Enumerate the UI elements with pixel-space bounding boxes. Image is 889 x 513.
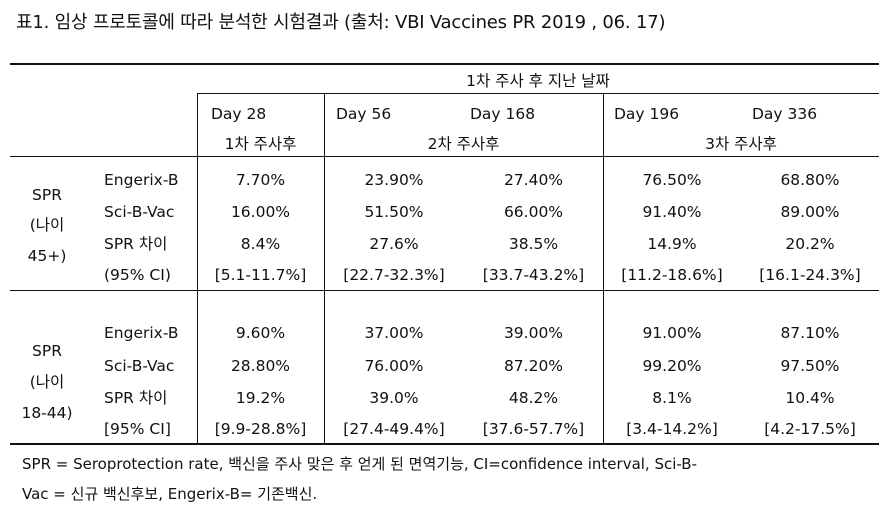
table-bottom-rule — [10, 443, 879, 445]
table-cell: 89.00% — [780, 203, 840, 221]
table-cell: 27.40% — [503, 171, 564, 189]
table-cell: 97.50% — [780, 357, 840, 375]
row-label: (95% CI) — [104, 266, 171, 284]
table-cell: [3.4-14.2%] — [626, 420, 718, 438]
table-cell: 39.00% — [503, 324, 564, 342]
column-divider — [603, 94, 604, 443]
table-cell: [5.1-11.7%] — [214, 266, 307, 284]
group-label: (나이 — [29, 216, 65, 234]
table-cell: 76.00% — [364, 357, 424, 375]
row-label: [95% CI] — [104, 420, 171, 438]
row-label: SPR 차이 — [104, 389, 168, 407]
table-cell: 48.2% — [508, 389, 559, 407]
group-label: 18-44) — [21, 404, 73, 422]
group-label: (나이 — [29, 373, 65, 391]
table-cell: 91.00% — [642, 324, 702, 342]
table-cell: [11.2-18.6%] — [621, 266, 723, 284]
footnote-line: SPR = Seroprotection rate, 백신을 주사 맞은 후 얻… — [22, 455, 697, 473]
table-cell: 91.40% — [642, 203, 702, 221]
column-divider — [197, 94, 198, 443]
table-cell: 87.10% — [780, 324, 840, 342]
header-day: Day 56 — [336, 105, 392, 123]
table-cell: 87.20% — [503, 357, 564, 375]
group-separator-rule — [10, 290, 879, 291]
table-cell: 27.6% — [369, 235, 419, 253]
row-label: Engerix-B — [104, 171, 179, 189]
table-cell: 76.50% — [642, 171, 702, 189]
header-dose-group: 3차 주사후 — [705, 135, 777, 153]
table-cell: 9.60% — [235, 324, 286, 342]
group-label: SPR — [32, 342, 62, 360]
table-cell: 99.20% — [642, 357, 702, 375]
table-top-rule — [10, 63, 879, 65]
row-label: Sci-B-Vac — [104, 357, 175, 375]
column-divider — [324, 94, 325, 443]
header-dose-group: 1차 주사후 — [224, 135, 297, 153]
table-cell: 23.90% — [364, 171, 424, 189]
table-cell: 51.50% — [364, 203, 424, 221]
footnote-line: Vac = 신규 백신후보, Engerix-B= 기존백신. — [22, 485, 318, 503]
header-bottom-rule — [10, 156, 879, 157]
header-day: Day 28 — [211, 105, 267, 123]
row-label: Sci-B-Vac — [104, 203, 175, 221]
table-cell: 39.0% — [369, 389, 419, 407]
table-cell: [27.4-49.4%] — [343, 420, 445, 438]
header-dose-group: 2차 주사후 — [427, 135, 500, 153]
table-cell: 16.00% — [230, 203, 291, 221]
table-cell: 10.4% — [785, 389, 835, 407]
table-cell: [37.6-57.7%] — [482, 420, 585, 438]
table-caption: 표1. 임상 프로토콜에 따라 분석한 시험결과 (출처: VBI Vaccin… — [16, 12, 666, 33]
table-cell: 66.00% — [503, 203, 564, 221]
row-label: SPR 차이 — [104, 235, 168, 253]
header-days-rule — [197, 93, 879, 94]
header-days-after: 1차 주사 후 지난 날짜 — [466, 72, 610, 90]
table-cell: [22.7-32.3%] — [343, 266, 445, 284]
table-cell: 28.80% — [230, 357, 291, 375]
table-cell: [9.9-28.8%] — [214, 420, 307, 438]
header-day: Day 196 — [614, 105, 680, 123]
table-cell: 19.2% — [235, 389, 286, 407]
table-cell: 8.4% — [240, 235, 281, 253]
table-cell: [33.7-43.2%] — [482, 266, 585, 284]
header-day: Day 336 — [752, 105, 818, 123]
table-cell: 7.70% — [235, 171, 286, 189]
header-day: Day 168 — [470, 105, 536, 123]
table-cell: 38.5% — [508, 235, 559, 253]
table-cell: [16.1-24.3%] — [759, 266, 861, 284]
table-cell: 8.1% — [652, 389, 692, 407]
table-cell: 37.00% — [364, 324, 424, 342]
group-label: 45+) — [27, 247, 67, 265]
table-cell: 14.9% — [647, 235, 697, 253]
table-cell: 68.80% — [780, 171, 840, 189]
table-cell: 20.2% — [785, 235, 835, 253]
table-cell: [4.2-17.5%] — [764, 420, 856, 438]
row-label: Engerix-B — [104, 324, 179, 342]
group-label: SPR — [32, 186, 62, 204]
